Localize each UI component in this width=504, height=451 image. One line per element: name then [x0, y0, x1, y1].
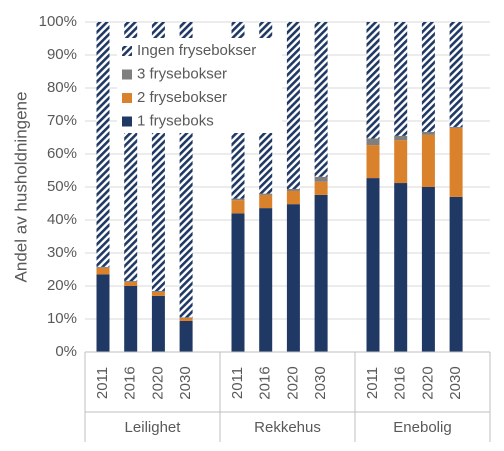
bar-segment	[314, 176, 328, 182]
legend-swatch	[122, 69, 132, 80]
bar-segment	[449, 126, 463, 128]
bar-segment	[259, 193, 273, 195]
y-tick-label: 30%	[47, 244, 77, 261]
x-tick-label: 2016	[392, 366, 409, 399]
legend-swatch	[122, 116, 132, 127]
bar-segment	[394, 183, 408, 352]
bar-segment	[286, 22, 300, 189]
bar-segment	[231, 200, 245, 214]
x-tick-label: 2016	[257, 366, 274, 399]
bar-segment	[394, 135, 408, 141]
bar-segment	[366, 178, 380, 352]
bar-segment	[421, 131, 435, 135]
legend-swatch	[122, 93, 132, 103]
bar-segment	[96, 266, 110, 268]
bar-segment	[259, 208, 273, 352]
legend-box	[117, 38, 282, 133]
x-tick-label: 2020	[419, 366, 436, 399]
bar-segment	[124, 281, 138, 283]
bar-segment	[231, 198, 245, 201]
y-tick-label: 70%	[47, 112, 77, 129]
x-tick-label: 2030	[447, 366, 464, 399]
x-tick-label: 2011	[364, 367, 381, 399]
bar-segment	[179, 320, 193, 352]
bar-segment	[96, 267, 110, 275]
x-tick-label: 2020	[284, 366, 301, 399]
y-tick-label: 40%	[47, 211, 77, 228]
y-tick-label: 100%	[39, 13, 77, 30]
bar-segment	[366, 145, 380, 179]
bar-segment	[96, 22, 110, 267]
x-tick-label: 2016	[122, 366, 139, 399]
bar-segment	[124, 286, 138, 352]
legend-label: 2 frysebokser	[137, 89, 227, 106]
bar-segment	[366, 138, 380, 146]
bar-segment	[314, 181, 328, 195]
bar-segment	[449, 127, 463, 197]
bar-segment	[286, 188, 300, 191]
y-tick-label: 10%	[47, 310, 77, 327]
group-label: Rekkehus	[254, 419, 321, 436]
y-tick-label: 0%	[55, 343, 77, 360]
y-tick-label: 20%	[47, 277, 77, 294]
legend-label: 3 frysebokser	[137, 65, 227, 82]
y-tick-label: 80%	[47, 79, 77, 96]
legend-label: Ingen frysebokser	[137, 42, 256, 59]
bar-segment	[96, 274, 110, 352]
bar-segment	[179, 318, 193, 321]
bar-segment	[449, 22, 463, 127]
bar-segment	[366, 22, 380, 139]
bar-segment	[394, 140, 408, 184]
bar-segment	[151, 291, 165, 296]
bar-segment	[259, 194, 273, 209]
legend-swatch	[122, 46, 132, 56]
x-tick-label: 2020	[149, 366, 166, 399]
bar-segment	[421, 187, 435, 352]
legend-label: 1 fryseboks	[137, 112, 214, 129]
bar-segment	[286, 204, 300, 352]
bar-segment	[394, 22, 408, 136]
bar-segment	[314, 22, 328, 177]
bar-segment	[286, 190, 300, 205]
bar-segment	[231, 213, 245, 352]
bar-segment	[421, 22, 435, 132]
bar-segment	[449, 196, 463, 352]
y-tick-label: 50%	[47, 178, 77, 195]
bar-segment	[314, 194, 328, 352]
group-label: Leilighet	[125, 419, 182, 436]
bar-segment	[151, 290, 165, 292]
x-tick-label: 2030	[177, 366, 194, 399]
y-tick-label: 60%	[47, 145, 77, 162]
x-tick-label: 2030	[312, 366, 329, 399]
bar-segment	[151, 295, 165, 352]
x-tick-label: 2011	[229, 367, 246, 399]
y-axis-label: Andel av husholdningene	[11, 92, 30, 283]
bar-segment	[421, 134, 435, 187]
group-label: Enebolig	[393, 419, 451, 436]
x-tick-label: 2011	[94, 367, 111, 399]
bar-segment	[124, 282, 138, 286]
y-tick-label: 90%	[47, 46, 77, 63]
bar-segment	[179, 317, 193, 319]
